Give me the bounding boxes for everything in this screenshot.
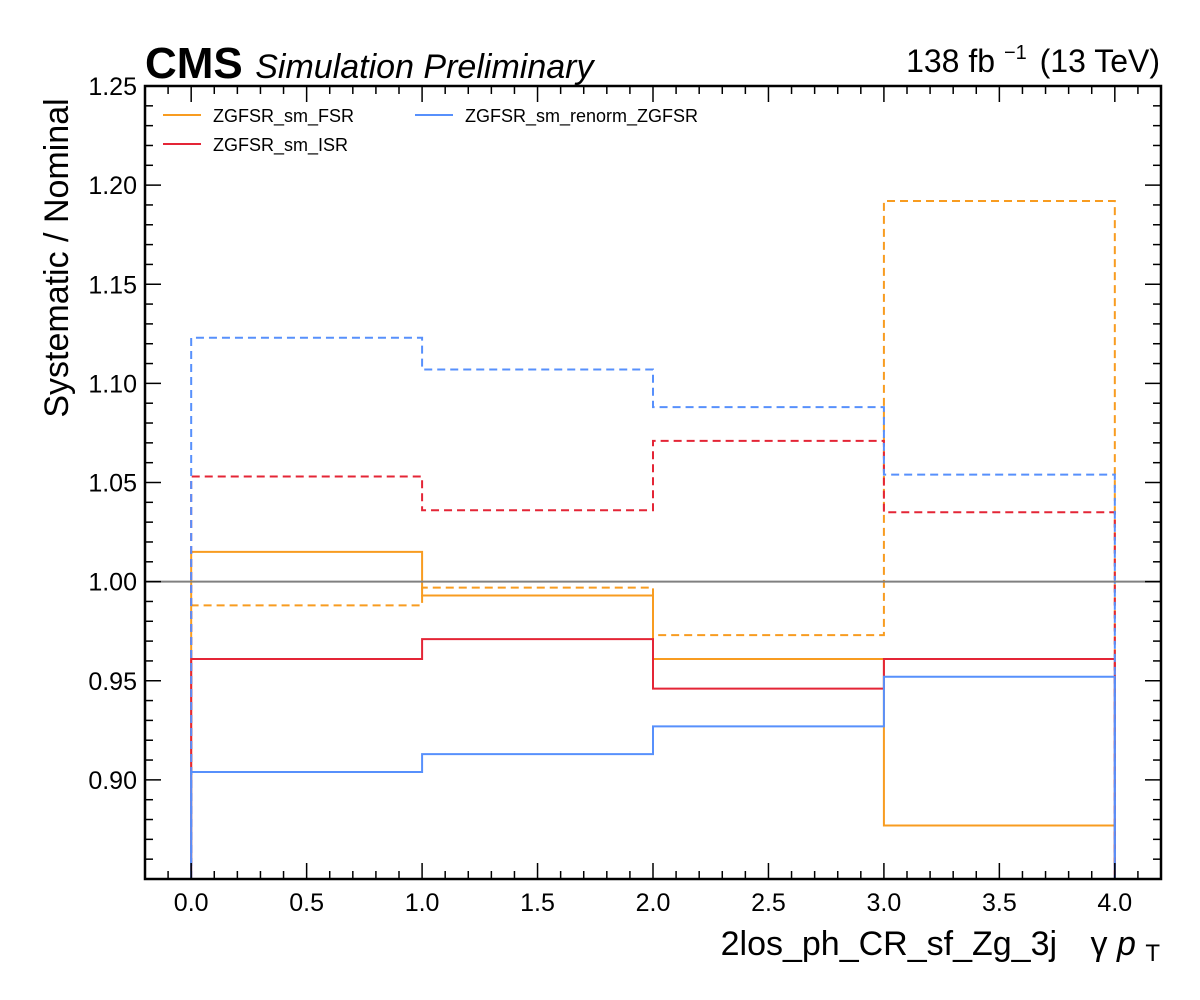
x-axis-variable-subscript: T <box>1145 940 1160 967</box>
x-tick-label: 1.5 <box>520 889 555 917</box>
series-layer <box>190 199 1116 879</box>
ticks-layer: 0.0 0.5 1.0 1.5 2.0 2.5 3.0 3.5 4.0 0.90 0.95 1.00 1… <box>88 73 1162 917</box>
lumi-exponent: −1 <box>1004 42 1027 64</box>
x-tick-label: 2.0 <box>636 889 671 917</box>
x-axis-label-main: 2los_ph_CR_sf_Zg_3j <box>721 925 1057 963</box>
status-label: Simulation Preliminary <box>255 48 595 86</box>
series-line-zgfsr-sm-fsr-down <box>190 550 1116 879</box>
x-tick-label: 4.0 <box>1097 889 1132 917</box>
x-tick-label: 0.0 <box>174 889 209 917</box>
experiment-label: CMS Simulation Preliminary <box>145 39 595 88</box>
x-axis-variable: p <box>1116 925 1136 963</box>
y-tick-label: 1.20 <box>88 172 137 200</box>
x-axis-label: 2los_ph_CR_sf_Zg_3j γ p T <box>721 925 1161 967</box>
x-tick-label: 0.5 <box>289 889 324 917</box>
plot-area: 0.0 0.5 1.0 1.5 2.0 2.5 3.0 3.5 4.0 0.90 0.95 1.00 1… <box>88 73 1163 917</box>
x-tick-label: 1.0 <box>405 889 440 917</box>
legend-label: ZGFSR_sm_FSR <box>213 106 354 127</box>
y-tick-label: 1.15 <box>88 271 137 299</box>
y-tick-label: 0.90 <box>88 767 137 795</box>
x-tick-label: 2.5 <box>751 889 786 917</box>
y-tick-label: 1.00 <box>88 569 137 597</box>
y-axis-label: Systematic / Nominal <box>38 98 76 417</box>
energy-label: (13 TeV) <box>1040 43 1160 79</box>
y-tick-label: 1.10 <box>88 370 137 398</box>
series-line-zgfsr-sm-renorm-zgfsr-up <box>190 336 1116 879</box>
series-line-zgfsr-sm-isr-down <box>190 638 1116 879</box>
x-tick-label: 3.5 <box>982 889 1017 917</box>
y-tick-label: 0.95 <box>88 668 137 696</box>
series-line-zgfsr-sm-isr-up <box>190 439 1116 879</box>
x-tick-label: 3.0 <box>867 889 902 917</box>
cms-logo-text: CMS <box>145 39 243 88</box>
series-line-zgfsr-sm-renorm-zgfsr-down <box>190 675 1116 879</box>
legend: ZGFSR_sm_FSR ZGFSR_sm_renorm_ZGFSR ZGFSR_s… <box>163 106 698 156</box>
x-axis-variable-prefix: γ <box>1091 925 1108 963</box>
y-tick-label: 1.25 <box>88 73 137 101</box>
lumi-value: 138 fb <box>906 43 995 79</box>
lumi-label: 138 fb −1 (13 TeV) <box>906 30 1160 79</box>
legend-label: ZGFSR_sm_ISR <box>213 135 348 156</box>
y-tick-label: 1.05 <box>88 470 137 498</box>
legend-label: ZGFSR_sm_renorm_ZGFSR <box>465 106 698 127</box>
